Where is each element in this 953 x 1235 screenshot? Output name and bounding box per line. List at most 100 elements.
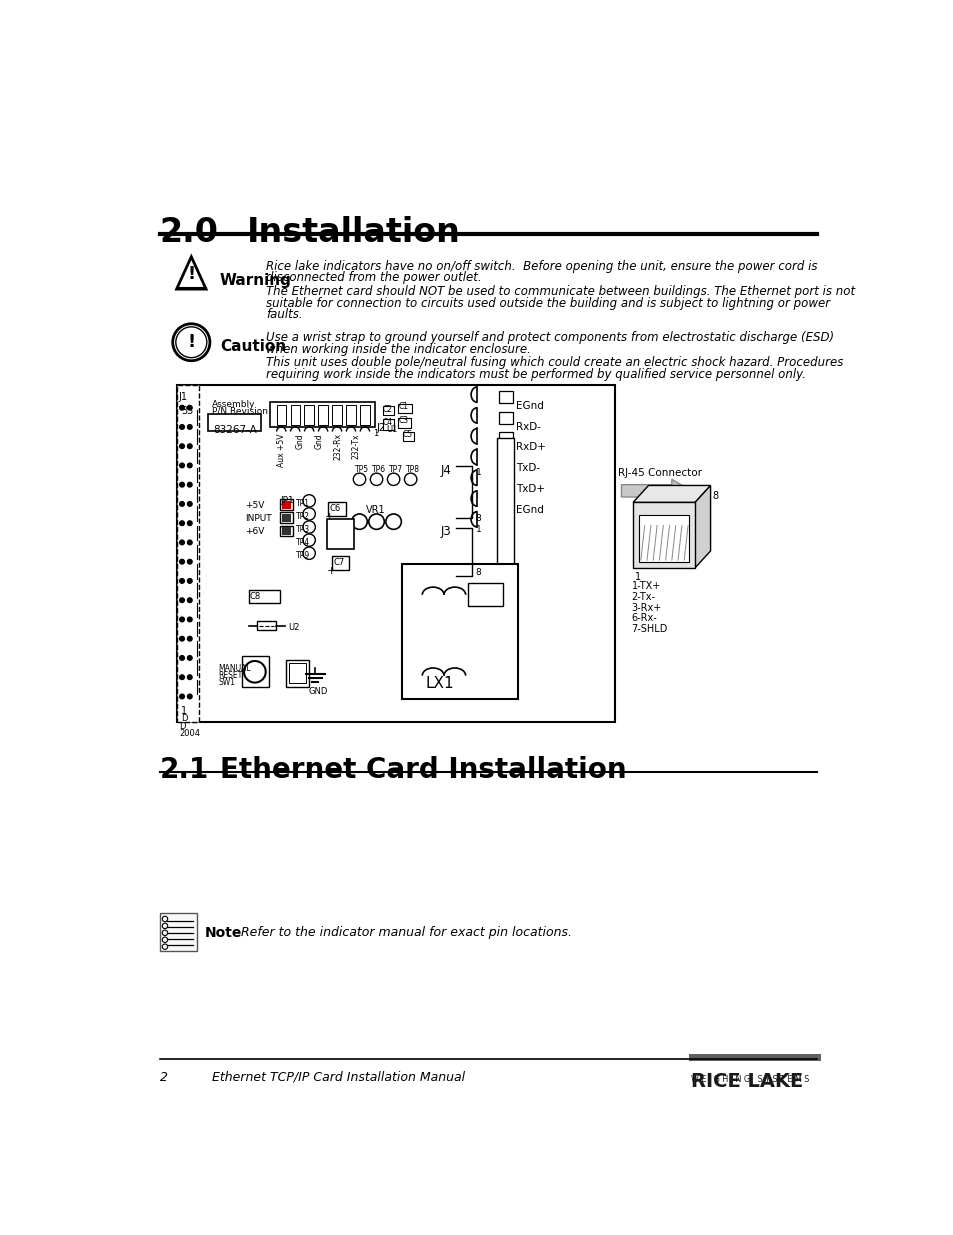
- Text: TP6: TP6: [372, 466, 386, 474]
- Bar: [382, 406, 394, 415]
- Bar: [159, 913, 196, 951]
- Polygon shape: [695, 485, 710, 568]
- Bar: [346, 405, 355, 425]
- Text: disconnected from the power outlet.: disconnected from the power outlet.: [266, 272, 481, 284]
- Circle shape: [179, 463, 184, 468]
- Text: !: !: [187, 264, 195, 283]
- Bar: [304, 405, 314, 425]
- Circle shape: [187, 636, 192, 641]
- Circle shape: [187, 463, 192, 468]
- Bar: [498, 495, 513, 508]
- Circle shape: [187, 694, 192, 699]
- Text: Gnd: Gnd: [314, 433, 323, 448]
- Text: Gnd: Gnd: [295, 433, 305, 448]
- Text: RJ-45 Connector: RJ-45 Connector: [617, 468, 700, 478]
- Bar: [360, 405, 369, 425]
- Text: EGnd: EGnd: [516, 401, 543, 411]
- Bar: [289, 663, 306, 683]
- Text: 1-TX+: 1-TX+: [631, 580, 660, 590]
- Text: MANUAL: MANUAL: [218, 664, 251, 673]
- Circle shape: [179, 559, 184, 564]
- Text: +6V: +6V: [245, 527, 265, 536]
- Text: P/N Revision: P/N Revision: [212, 406, 268, 416]
- Bar: [498, 432, 513, 445]
- Text: 2.1: 2.1: [159, 757, 209, 784]
- Circle shape: [187, 425, 192, 430]
- Text: The Ethernet card should NOT be used to communicate between buildings. The Ether: The Ethernet card should NOT be used to …: [266, 285, 855, 299]
- Circle shape: [179, 521, 184, 526]
- Text: C3: C3: [397, 416, 408, 425]
- Text: U1: U1: [385, 425, 396, 435]
- Text: This unit uses double pole/neutral fusing which could create an electric shock h: This unit uses double pole/neutral fusin…: [266, 356, 843, 369]
- Text: 8: 8: [476, 568, 481, 577]
- Bar: [249, 590, 280, 603]
- Text: VR1: VR1: [365, 505, 385, 515]
- Circle shape: [187, 521, 192, 526]
- Text: GND: GND: [308, 687, 328, 697]
- Circle shape: [179, 598, 184, 603]
- Circle shape: [179, 405, 184, 410]
- Text: Aux +5V: Aux +5V: [277, 433, 286, 467]
- Bar: [328, 503, 345, 516]
- Text: C8: C8: [249, 592, 260, 600]
- Text: requiring work inside the indicators must be performed by qualified service pers: requiring work inside the indicators mus…: [266, 368, 805, 380]
- Text: Caution: Caution: [220, 340, 286, 354]
- Bar: [498, 474, 513, 487]
- Circle shape: [179, 443, 184, 448]
- Text: Rice lake indicators have no on/off switch.  Before opening the unit, ensure the: Rice lake indicators have no on/off swit…: [266, 259, 817, 273]
- Bar: [382, 419, 394, 430]
- Text: 7-SHLD: 7-SHLD: [631, 624, 667, 634]
- Text: J3: J3: [440, 526, 451, 538]
- Text: 1: 1: [476, 526, 481, 535]
- Bar: [282, 501, 291, 509]
- Circle shape: [187, 443, 192, 448]
- Text: 1: 1: [635, 572, 640, 582]
- Bar: [497, 437, 513, 568]
- Text: D: D: [181, 714, 188, 724]
- Circle shape: [187, 674, 192, 679]
- Text: Warning: Warning: [220, 273, 292, 288]
- Bar: [318, 405, 328, 425]
- Bar: [280, 499, 293, 510]
- Bar: [468, 583, 502, 606]
- Circle shape: [179, 540, 184, 545]
- Text: TxD-: TxD-: [516, 463, 539, 473]
- Polygon shape: [633, 485, 710, 503]
- Text: !: !: [187, 333, 195, 351]
- Bar: [241, 656, 269, 687]
- Circle shape: [187, 483, 192, 487]
- Text: C6: C6: [329, 504, 340, 513]
- Text: suitable for connection to circuits used outside the building and is subject to : suitable for connection to circuits used…: [266, 296, 830, 310]
- Text: 1: 1: [181, 706, 187, 716]
- Circle shape: [187, 540, 192, 545]
- Circle shape: [179, 618, 184, 621]
- Text: C1: C1: [397, 403, 408, 411]
- Circle shape: [179, 579, 184, 583]
- Text: C2: C2: [382, 405, 393, 414]
- Text: Use a wrist strap to ground yourself and protect components from electrostatic d: Use a wrist strap to ground yourself and…: [266, 331, 834, 345]
- Text: U2: U2: [288, 622, 299, 631]
- Text: +: +: [324, 513, 334, 522]
- Bar: [327, 520, 354, 548]
- Text: 1: 1: [373, 430, 378, 438]
- Text: TP2: TP2: [295, 511, 310, 521]
- Text: RxD-: RxD-: [516, 421, 540, 431]
- Text: Note: Note: [204, 926, 242, 940]
- Bar: [633, 503, 695, 568]
- Bar: [177, 384, 199, 721]
- Text: Assembly: Assembly: [212, 400, 255, 409]
- Circle shape: [187, 618, 192, 621]
- Text: Refer to the indicator manual for exact pin locations.: Refer to the indicator manual for exact …: [241, 926, 572, 939]
- Circle shape: [179, 656, 184, 661]
- Bar: [208, 414, 261, 431]
- Bar: [688, 1053, 820, 1061]
- Text: TP1: TP1: [295, 499, 310, 508]
- Text: 2-Tx-: 2-Tx-: [631, 592, 655, 601]
- Text: 6-Rx-: 6-Rx-: [631, 614, 657, 624]
- Circle shape: [179, 694, 184, 699]
- Text: INPUT: INPUT: [245, 514, 272, 522]
- Bar: [402, 431, 414, 441]
- Text: TP3: TP3: [295, 525, 310, 534]
- Bar: [397, 404, 412, 412]
- Bar: [402, 564, 517, 699]
